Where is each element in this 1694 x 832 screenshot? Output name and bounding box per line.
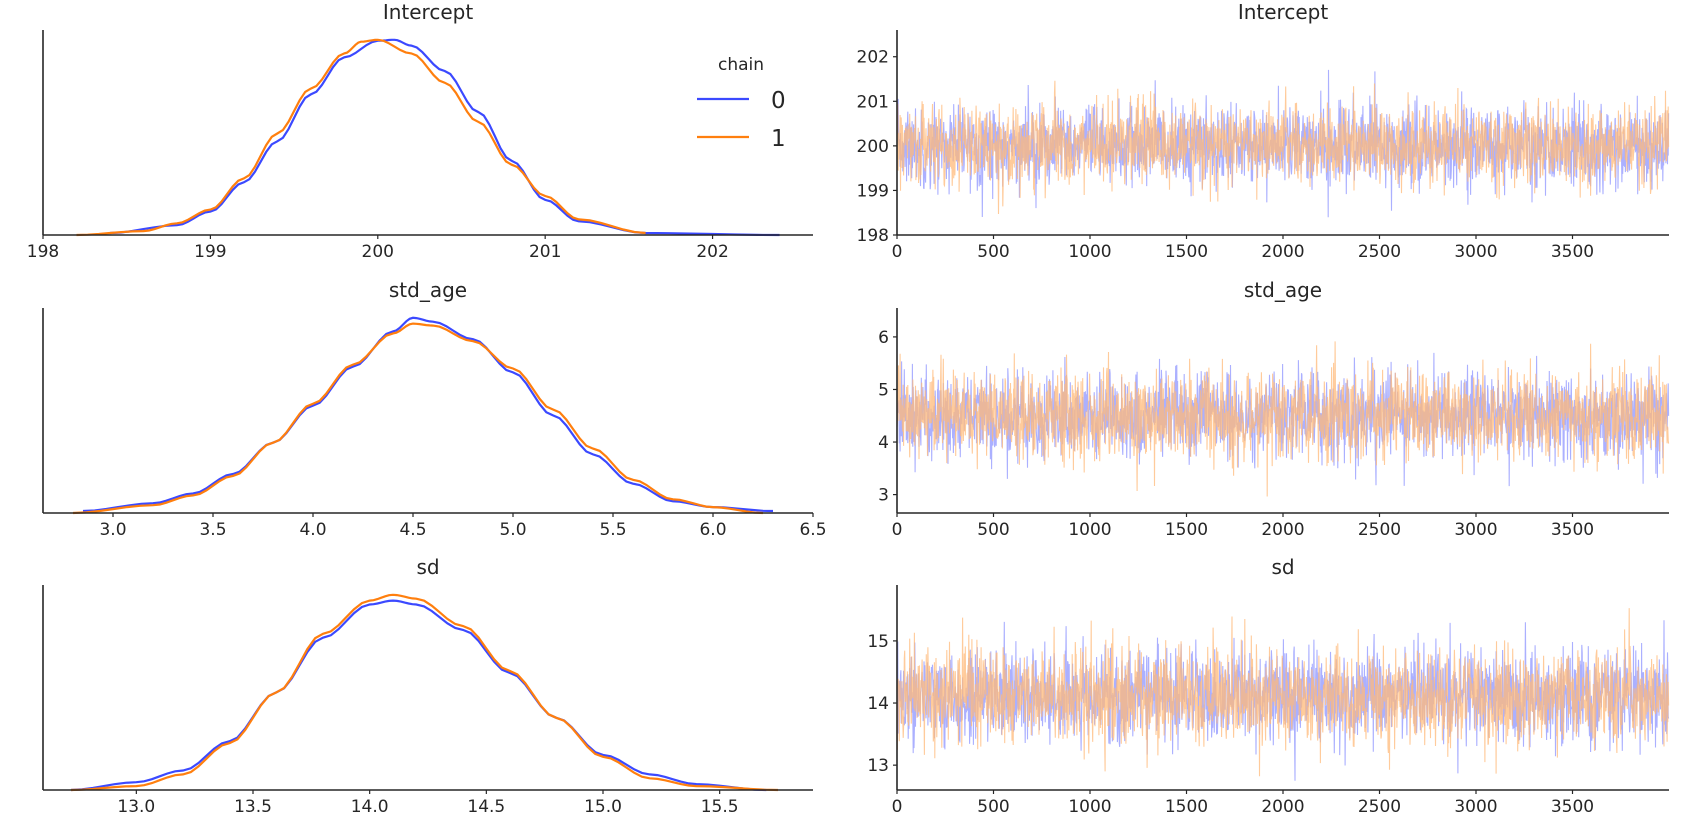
x-tick-label: 2000 <box>1261 520 1304 540</box>
x-tick-label: 3.0 <box>99 520 126 540</box>
panel-title: Intercept <box>1238 0 1329 24</box>
x-tick-label: 14.0 <box>351 797 389 817</box>
x-tick-label: 1500 <box>1165 797 1208 817</box>
legend: chain 0 1 <box>697 55 786 152</box>
y-tick-label: 6 <box>878 328 889 348</box>
legend-label-chain-1: 1 <box>771 126 786 152</box>
density-panel-Intercept: Intercept 198 199 200 201 202 <box>27 0 813 262</box>
x-tick-label: 500 <box>977 797 1009 817</box>
trace-panel-std-age: std_age 0 500 1000 1500 2000 2500 3000 3500 3 4 5 6 <box>878 278 1670 540</box>
panel-title: sd <box>416 555 439 579</box>
x-tick-label: 3500 <box>1551 797 1594 817</box>
panel-title: std_age <box>389 278 467 302</box>
x-tick-label: 500 <box>977 520 1009 540</box>
x-tick-label: 202 <box>696 242 728 262</box>
y-tick-label: 202 <box>857 48 889 68</box>
x-tick-label: 1500 <box>1165 242 1208 262</box>
x-tick-label: 6.5 <box>799 520 826 540</box>
x-tick-label: 3.5 <box>199 520 226 540</box>
x-tick-label: 1500 <box>1165 520 1208 540</box>
x-tick-label: 15.5 <box>701 797 739 817</box>
density-line-chain-1 <box>76 38 646 237</box>
x-tick-label: 199 <box>194 242 226 262</box>
trace-panel-Intercept: Intercept 0 500 1000 1500 2000 2500 3000 3500 198… <box>857 0 1670 262</box>
legend-label-chain-0: 0 <box>771 88 786 114</box>
density-panel-sd: sd 13.0 13.5 14.0 14.5 15.0 15.5 <box>42 555 813 817</box>
x-tick-label: 2500 <box>1358 242 1401 262</box>
trace-panel-sd: sd 0 500 1000 1500 2000 2500 3000 3500 13 14 15 <box>867 555 1670 817</box>
y-tick-label: 201 <box>857 92 889 112</box>
x-tick-label: 3000 <box>1454 797 1497 817</box>
x-tick-label: 0 <box>892 242 903 262</box>
x-tick-label: 4.5 <box>399 520 426 540</box>
x-tick-label: 15.0 <box>584 797 622 817</box>
trace-line-chain-1 <box>896 608 1670 777</box>
x-tick-label: 1000 <box>1068 242 1111 262</box>
x-tick-label: 6.0 <box>699 520 726 540</box>
density-panel-std-age: std_age 3.0 3.5 4.0 4.5 5.0 5.5 6.0 6.5 <box>42 278 827 540</box>
x-tick-label: 198 <box>27 242 59 262</box>
x-tick-label: 2000 <box>1261 242 1304 262</box>
panel-title: sd <box>1271 555 1294 579</box>
x-tick-label: 13.5 <box>234 797 272 817</box>
y-tick-label: 200 <box>857 137 889 157</box>
x-tick-label: 13.0 <box>117 797 155 817</box>
y-tick-label: 199 <box>857 181 889 201</box>
density-line-chain-0 <box>82 316 774 513</box>
panel-title: Intercept <box>383 0 474 24</box>
y-tick-label: 13 <box>867 756 889 776</box>
x-tick-label: 3500 <box>1551 520 1594 540</box>
y-tick-label: 3 <box>878 486 889 506</box>
x-tick-label: 201 <box>529 242 561 262</box>
x-tick-label: 2500 <box>1358 520 1401 540</box>
x-tick-label: 2000 <box>1261 797 1304 817</box>
x-tick-label: 3000 <box>1454 242 1497 262</box>
x-tick-label: 14.5 <box>467 797 505 817</box>
legend-title: chain <box>718 55 764 75</box>
x-tick-label: 1000 <box>1068 797 1111 817</box>
trace-line-chain-1 <box>896 80 1670 215</box>
x-tick-label: 5.5 <box>599 520 626 540</box>
x-tick-label: 200 <box>362 242 394 262</box>
x-tick-label: 500 <box>977 242 1009 262</box>
x-tick-label: 3500 <box>1551 242 1594 262</box>
trace-line-chain-1 <box>896 341 1670 497</box>
x-tick-label: 2500 <box>1358 797 1401 817</box>
x-tick-label: 0 <box>892 797 903 817</box>
y-tick-label: 4 <box>878 433 889 453</box>
density-line-chain-0 <box>109 38 780 237</box>
x-tick-label: 5.0 <box>499 520 526 540</box>
x-tick-label: 3000 <box>1454 520 1497 540</box>
y-tick-label: 198 <box>857 226 889 246</box>
x-tick-label: 1000 <box>1068 520 1111 540</box>
panel-title: std_age <box>1244 278 1322 302</box>
density-line-chain-1 <box>70 593 779 792</box>
y-tick-label: 15 <box>867 632 889 652</box>
y-tick-label: 14 <box>867 694 889 714</box>
x-tick-label: 4.0 <box>299 520 326 540</box>
density-line-chain-1 <box>72 322 764 515</box>
density-line-chain-0 <box>70 599 767 792</box>
x-tick-label: 0 <box>892 520 903 540</box>
y-tick-label: 5 <box>878 380 889 400</box>
